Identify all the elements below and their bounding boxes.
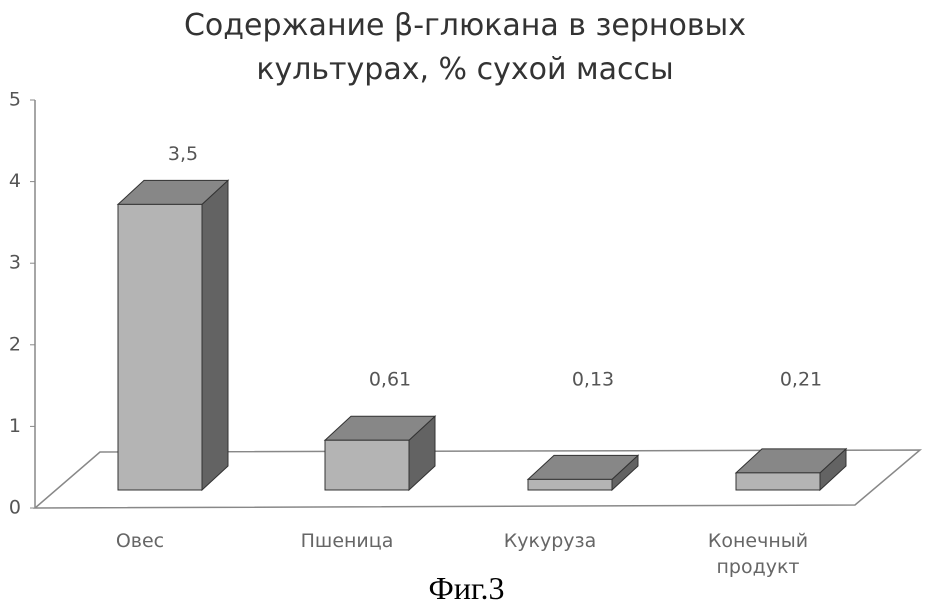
bar xyxy=(736,473,820,490)
plot: 0 1 2 3 4 5 3,5 0,61 0,13 0,21 xyxy=(0,0,933,616)
y-tick-label: 3 xyxy=(9,252,21,274)
x-tick-label: Кукуруза xyxy=(475,528,625,554)
y-tick-label: 5 xyxy=(9,89,21,111)
bar xyxy=(118,204,202,490)
x-tick-label: Конечный продукт xyxy=(683,528,833,580)
bar xyxy=(528,479,612,490)
bar xyxy=(325,440,409,490)
value-label: 3,5 xyxy=(168,143,198,165)
chart: Содержание β-глюкана в зерновых культура… xyxy=(0,0,933,616)
x-tick-label: Овес xyxy=(65,528,215,554)
y-tick-label: 4 xyxy=(9,170,21,192)
value-label: 0,61 xyxy=(369,369,411,391)
y-tick-label: 0 xyxy=(9,497,21,519)
value-label: 0,21 xyxy=(780,369,822,391)
y-tick-label: 1 xyxy=(9,415,21,437)
y-tick-label: 2 xyxy=(9,333,21,355)
value-label: 0,13 xyxy=(572,369,614,391)
bar-side xyxy=(202,180,228,490)
x-tick-label: Пшеница xyxy=(272,528,422,554)
